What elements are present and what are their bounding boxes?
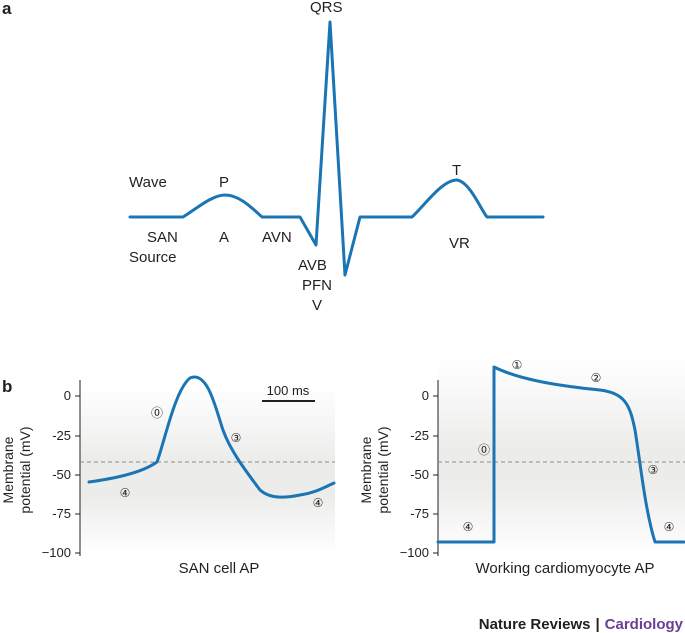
wave-label: Wave	[129, 174, 167, 191]
vr-label: VR	[449, 235, 470, 252]
ecg-trace	[128, 20, 545, 277]
pfn-label: PFN	[302, 277, 332, 294]
cardiomyocyte-ap-caption: Working cardiomyocyte AP	[476, 560, 655, 577]
cardiomyocyte-y-axis-title: Membrane potential (mV)	[358, 426, 391, 513]
san-y-tick-label: -75	[52, 506, 71, 521]
y-axis-title-line2: potential (mV)	[375, 426, 391, 513]
cm-phase-4-marker-end: ④	[664, 520, 675, 534]
cardiomyocyte-y-tick-label: −100	[400, 545, 429, 560]
credit-separator: |	[595, 616, 599, 633]
cardiomyocyte-ap-plot: 0 -25 -50 -75 −100 Membrane potential (m…	[358, 358, 685, 577]
panel-b-letter: b	[2, 377, 12, 396]
cardiomyocyte-ap-trace	[436, 365, 685, 544]
cm-phase-3-marker: ③	[648, 463, 659, 477]
san-y-tick-label: 0	[64, 388, 71, 403]
san-phase-3-marker: ③	[231, 431, 242, 445]
ventricle-label: V	[312, 297, 322, 314]
san-y-tick-label: -25	[52, 428, 71, 443]
san-phase-4-marker-end: ④	[313, 496, 324, 510]
san-y-tick-label: −100	[42, 545, 71, 560]
journal-name: Nature Reviews	[479, 616, 591, 633]
cm-phase-0-marker: ⓪	[478, 443, 490, 457]
san-y-tick-label: -50	[52, 467, 71, 482]
panel-a-letter: a	[2, 0, 12, 18]
cm-phase-1-marker: ①	[512, 358, 523, 372]
cardiomyocyte-y-tick-label: -75	[410, 506, 429, 521]
y-axis-title-line1: Membrane	[0, 436, 16, 503]
journal-section: Cardiology	[605, 616, 684, 633]
journal-credit: Nature Reviews | Cardiology	[479, 616, 684, 633]
t-wave-label: T	[452, 162, 461, 179]
y-axis-title-line1: Membrane	[358, 436, 374, 503]
cm-phase-4-marker: ④	[463, 520, 474, 534]
san-label: SAN	[147, 229, 178, 246]
san-phase-4-marker: ④	[120, 486, 131, 500]
scale-bar-label: 100 ms	[267, 383, 310, 398]
cardiomyocyte-y-tick-label: 0	[422, 388, 429, 403]
cardiomyocyte-y-tick-label: -50	[410, 467, 429, 482]
source-label: Source	[129, 249, 177, 266]
san-y-axis-title: Membrane potential (mV)	[0, 426, 33, 513]
qrs-label: QRS	[310, 0, 343, 16]
p-wave-label: P	[219, 174, 229, 191]
avb-label: AVB	[298, 257, 327, 274]
cardiomyocyte-plot-background	[438, 358, 685, 556]
y-axis-title-line2: potential (mV)	[17, 426, 33, 513]
avn-label: AVN	[262, 229, 292, 246]
san-ap-trace	[87, 375, 336, 499]
san-phase-0-marker: ⓪	[151, 406, 163, 420]
san-plot-background	[80, 384, 335, 556]
cm-phase-2-marker: ②	[591, 371, 602, 385]
atria-label: A	[219, 229, 229, 246]
san-ap-plot: 0 -25 -50 -75 −100 Membrane potential (m…	[0, 375, 336, 577]
cardiomyocyte-y-tick-label: -25	[410, 428, 429, 443]
san-ap-caption: SAN cell AP	[179, 560, 260, 577]
